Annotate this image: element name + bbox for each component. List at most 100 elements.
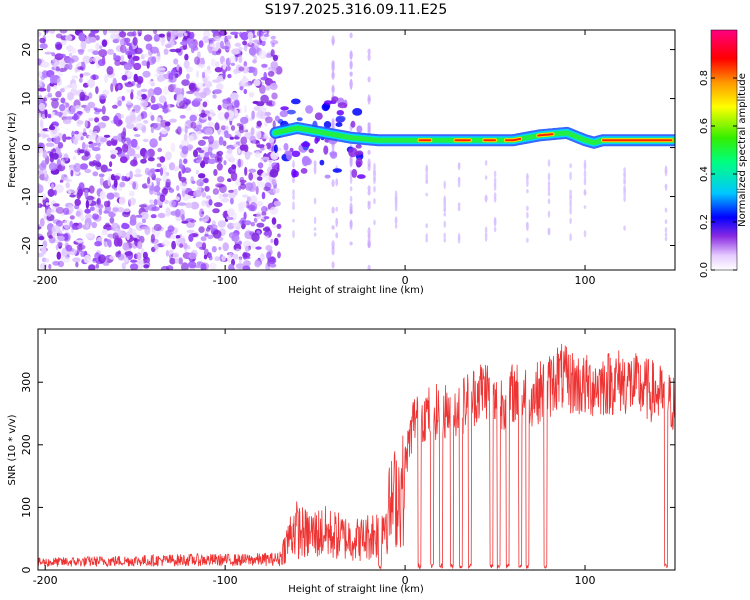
noise-blob xyxy=(82,132,88,137)
noise-blob xyxy=(215,183,224,188)
snr-plot-area xyxy=(38,343,675,570)
noise-blob xyxy=(178,66,183,75)
noise-blob xyxy=(234,136,240,140)
noise-blob xyxy=(203,69,212,75)
noise-blob xyxy=(271,162,279,169)
streak-blob xyxy=(349,155,353,164)
noise-blob xyxy=(201,191,207,198)
noise-blob xyxy=(242,194,249,198)
streak-blob xyxy=(547,184,551,194)
noise-blob xyxy=(143,264,150,269)
noise-blob xyxy=(263,231,270,236)
noise-blob xyxy=(103,134,111,138)
noise-blob xyxy=(270,35,276,40)
noise-blob xyxy=(181,79,190,86)
noise-blob xyxy=(163,48,169,55)
noise-blob xyxy=(71,75,79,79)
noise-blob xyxy=(250,243,256,249)
noise-blob xyxy=(60,159,66,167)
noise-blob xyxy=(84,119,88,128)
streak-blob xyxy=(457,181,461,188)
noise-blob xyxy=(158,33,165,38)
noise-blob xyxy=(85,199,90,209)
streak-blob xyxy=(373,168,376,175)
colorbar-tick-label: 0.2 xyxy=(699,214,710,230)
noise-blob xyxy=(65,58,75,64)
noise-blob xyxy=(203,254,208,260)
noise-blob xyxy=(140,111,148,119)
noise-blob xyxy=(168,76,177,83)
noise-blob xyxy=(231,232,240,242)
noise-blob xyxy=(230,62,235,66)
noise-blob xyxy=(230,171,238,182)
noise-blob xyxy=(46,208,52,217)
noise-blob xyxy=(85,222,90,229)
noise-blob xyxy=(233,188,238,196)
colorbar-tick-label: 0.8 xyxy=(699,70,710,86)
noise-blob xyxy=(211,246,217,253)
noise-blob xyxy=(222,71,226,80)
streak-blob xyxy=(425,179,429,184)
noise-blob xyxy=(262,171,266,179)
streak-blob xyxy=(292,230,295,239)
colorbar-tick-label: 0.0 xyxy=(699,262,710,278)
noise-blob xyxy=(135,214,143,218)
noise-blob xyxy=(65,182,70,189)
noise-blob xyxy=(209,262,217,270)
noise-blob xyxy=(99,176,104,186)
noise-blob xyxy=(256,30,264,37)
noise-blob xyxy=(108,74,115,79)
noise-blob xyxy=(138,204,147,208)
y-tick-label: -20 xyxy=(20,237,33,255)
streak-blob xyxy=(623,190,626,197)
streak-blob xyxy=(331,206,335,214)
noise-blob xyxy=(195,70,200,78)
noise-blob xyxy=(257,162,264,169)
noise-blob xyxy=(187,261,197,269)
noise-blob xyxy=(72,257,81,263)
noise-blob xyxy=(180,41,188,46)
noise-blob xyxy=(189,31,195,39)
noise-blob xyxy=(180,163,184,171)
noise-blob xyxy=(105,222,110,227)
noise-blob xyxy=(160,128,168,135)
streak-blob xyxy=(569,201,572,209)
noise-blob xyxy=(136,90,143,97)
noise-blob xyxy=(131,228,137,238)
noise-blob xyxy=(122,208,131,213)
noise-blob xyxy=(91,146,101,152)
noise-blob xyxy=(276,223,282,229)
streak-blob xyxy=(367,53,371,61)
noise-blob xyxy=(67,190,72,195)
noise-blob xyxy=(41,193,47,200)
noise-blob xyxy=(261,136,270,140)
noise-blob xyxy=(217,220,227,228)
noise-blob xyxy=(177,202,187,206)
noise-blob xyxy=(164,199,169,205)
noise-blob xyxy=(207,234,214,240)
noise-blob xyxy=(256,110,264,118)
streak-blob xyxy=(583,169,587,179)
noise-blob xyxy=(277,251,281,259)
noise-blob xyxy=(136,83,141,89)
noise-blob xyxy=(84,36,93,44)
noise-blob xyxy=(153,199,158,206)
noise-blob xyxy=(230,31,239,35)
streak-blob xyxy=(335,178,339,187)
streak-blob xyxy=(425,164,429,173)
noise-blob xyxy=(130,91,134,100)
noise-blob xyxy=(103,210,109,214)
noise-blob xyxy=(78,182,85,191)
streak-blob xyxy=(569,163,572,169)
noise-blob xyxy=(230,125,236,131)
noise-blob xyxy=(85,195,94,201)
streak-blob xyxy=(484,234,488,242)
streak-blob xyxy=(367,94,371,105)
noise-blob xyxy=(186,73,190,80)
noise-blob xyxy=(97,122,107,129)
noise-blob xyxy=(212,229,222,239)
streak-blob xyxy=(569,199,572,203)
noise-blob xyxy=(210,58,216,67)
noise-blob xyxy=(60,87,65,93)
